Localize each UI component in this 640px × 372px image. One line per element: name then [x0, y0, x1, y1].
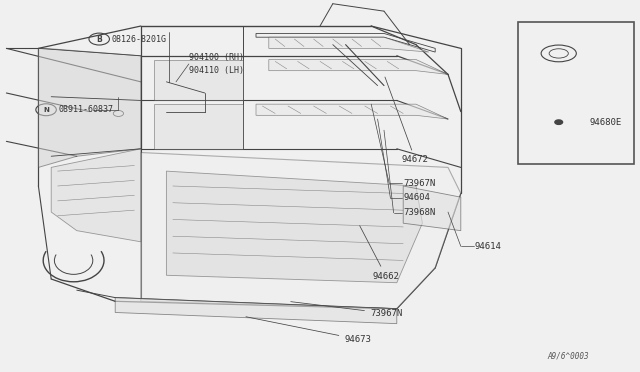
Text: 08126-8201G: 08126-8201G	[112, 35, 167, 44]
Text: 08911-60837: 08911-60837	[59, 105, 114, 114]
Polygon shape	[269, 37, 429, 52]
Text: 73967N: 73967N	[403, 179, 435, 187]
Polygon shape	[269, 60, 448, 74]
Circle shape	[555, 120, 563, 124]
Polygon shape	[154, 104, 243, 149]
Text: 73967N: 73967N	[291, 302, 402, 318]
Text: 904100 (RH): 904100 (RH)	[189, 53, 244, 62]
Polygon shape	[403, 186, 461, 231]
Text: 904110 (LH): 904110 (LH)	[189, 66, 244, 75]
Polygon shape	[141, 153, 461, 309]
Polygon shape	[154, 60, 243, 100]
Text: 94604: 94604	[403, 193, 430, 202]
Text: N: N	[43, 107, 49, 113]
Text: A9/6^0003: A9/6^0003	[547, 352, 589, 361]
Text: 94680E: 94680E	[590, 118, 622, 126]
Polygon shape	[51, 149, 141, 242]
Text: 73968N: 73968N	[403, 208, 435, 217]
Polygon shape	[256, 104, 448, 119]
Polygon shape	[115, 298, 397, 324]
Polygon shape	[38, 48, 141, 167]
Text: 94614: 94614	[475, 242, 502, 251]
Polygon shape	[166, 171, 422, 283]
Text: 94673: 94673	[246, 317, 371, 344]
Bar	[518, 22, 634, 164]
Text: B: B	[97, 35, 102, 44]
Text: 94672: 94672	[385, 77, 429, 164]
Text: 94662: 94662	[360, 226, 399, 280]
